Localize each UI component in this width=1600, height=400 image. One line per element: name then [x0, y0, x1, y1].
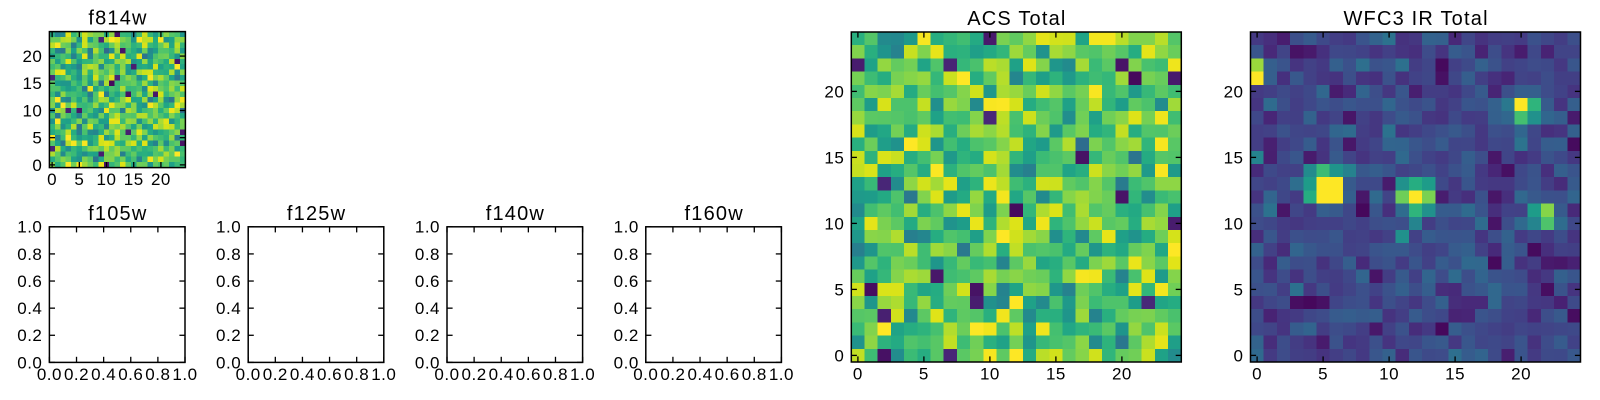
svg-text:0: 0 — [1252, 364, 1262, 383]
svg-text:0.6: 0.6 — [118, 365, 143, 384]
svg-text:1.0: 1.0 — [614, 218, 639, 237]
svg-text:0.0: 0.0 — [17, 353, 42, 372]
svg-text:5: 5 — [919, 364, 929, 383]
svg-text:10: 10 — [824, 214, 844, 233]
svg-text:f105w: f105w — [88, 203, 147, 225]
svg-text:5: 5 — [32, 129, 42, 148]
svg-text:0.8: 0.8 — [415, 245, 440, 264]
svg-text:0.4: 0.4 — [687, 365, 712, 384]
svg-text:1.0: 1.0 — [17, 218, 42, 237]
svg-text:0.6: 0.6 — [516, 365, 541, 384]
svg-text:0.4: 0.4 — [290, 365, 315, 384]
svg-text:0.0: 0.0 — [236, 365, 261, 384]
svg-text:0.2: 0.2 — [660, 365, 685, 384]
svg-text:0.4: 0.4 — [415, 299, 440, 318]
svg-text:15: 15 — [22, 74, 42, 93]
svg-text:10: 10 — [97, 170, 117, 189]
svg-text:0.4: 0.4 — [489, 365, 514, 384]
svg-text:0.6: 0.6 — [614, 272, 639, 291]
svg-text:15: 15 — [824, 148, 844, 167]
svg-text:f814w: f814w — [88, 8, 147, 30]
svg-text:0.6: 0.6 — [415, 272, 440, 291]
svg-text:10: 10 — [980, 364, 1000, 383]
svg-text:f140w: f140w — [486, 203, 545, 225]
svg-text:1.0: 1.0 — [769, 365, 794, 384]
svg-text:0.4: 0.4 — [216, 299, 241, 318]
svg-text:0.4: 0.4 — [614, 299, 639, 318]
svg-text:20: 20 — [1511, 364, 1531, 383]
svg-text:5: 5 — [834, 280, 844, 299]
svg-text:0.0: 0.0 — [37, 365, 62, 384]
svg-text:0.0: 0.0 — [415, 353, 440, 372]
svg-text:0.2: 0.2 — [216, 326, 241, 345]
svg-text:1.0: 1.0 — [415, 218, 440, 237]
svg-text:0.8: 0.8 — [17, 245, 42, 264]
svg-text:0.0: 0.0 — [633, 365, 658, 384]
svg-text:0: 0 — [1234, 346, 1244, 365]
svg-text:0.8: 0.8 — [614, 245, 639, 264]
svg-text:WFC3 IR Total: WFC3 IR Total — [1343, 8, 1488, 30]
svg-text:f160w: f160w — [685, 203, 744, 225]
svg-text:0.0: 0.0 — [216, 353, 241, 372]
svg-text:0.6: 0.6 — [317, 365, 342, 384]
svg-text:5: 5 — [1318, 364, 1328, 383]
svg-text:10: 10 — [22, 101, 42, 120]
svg-text:1.0: 1.0 — [216, 218, 241, 237]
svg-text:15: 15 — [1224, 148, 1244, 167]
svg-text:0.8: 0.8 — [543, 365, 568, 384]
svg-text:10: 10 — [1379, 364, 1399, 383]
svg-text:0.2: 0.2 — [17, 326, 42, 345]
svg-text:20: 20 — [1112, 364, 1132, 383]
svg-text:0.2: 0.2 — [415, 326, 440, 345]
svg-text:f125w: f125w — [287, 203, 346, 225]
svg-text:15: 15 — [124, 170, 144, 189]
svg-text:0.2: 0.2 — [263, 365, 288, 384]
svg-text:0: 0 — [32, 156, 42, 175]
svg-text:0.8: 0.8 — [216, 245, 241, 264]
svg-text:0.8: 0.8 — [344, 365, 369, 384]
svg-text:0: 0 — [834, 346, 844, 365]
svg-text:10: 10 — [1224, 214, 1244, 233]
svg-text:20: 20 — [1224, 82, 1244, 101]
svg-text:0: 0 — [47, 170, 57, 189]
svg-text:0.2: 0.2 — [614, 326, 639, 345]
svg-text:0.0: 0.0 — [614, 353, 639, 372]
svg-text:15: 15 — [1445, 364, 1465, 383]
svg-text:20: 20 — [22, 47, 42, 66]
svg-text:0.4: 0.4 — [17, 299, 42, 318]
svg-text:0.4: 0.4 — [91, 365, 116, 384]
svg-text:0.6: 0.6 — [216, 272, 241, 291]
svg-text:1.0: 1.0 — [570, 365, 595, 384]
svg-text:0.6: 0.6 — [17, 272, 42, 291]
svg-text:15: 15 — [1046, 364, 1066, 383]
svg-text:20: 20 — [824, 82, 844, 101]
svg-text:5: 5 — [1234, 280, 1244, 299]
svg-text:0.8: 0.8 — [145, 365, 170, 384]
svg-text:5: 5 — [74, 170, 84, 189]
svg-text:0.2: 0.2 — [462, 365, 487, 384]
svg-text:0.2: 0.2 — [64, 365, 89, 384]
svg-text:0.0: 0.0 — [434, 365, 459, 384]
svg-text:1.0: 1.0 — [371, 365, 396, 384]
svg-text:0: 0 — [853, 364, 863, 383]
svg-text:20: 20 — [151, 170, 171, 189]
svg-text:1.0: 1.0 — [172, 365, 197, 384]
svg-text:0.8: 0.8 — [742, 365, 767, 384]
svg-text:0.6: 0.6 — [715, 365, 740, 384]
svg-text:ACS Total: ACS Total — [967, 8, 1066, 30]
